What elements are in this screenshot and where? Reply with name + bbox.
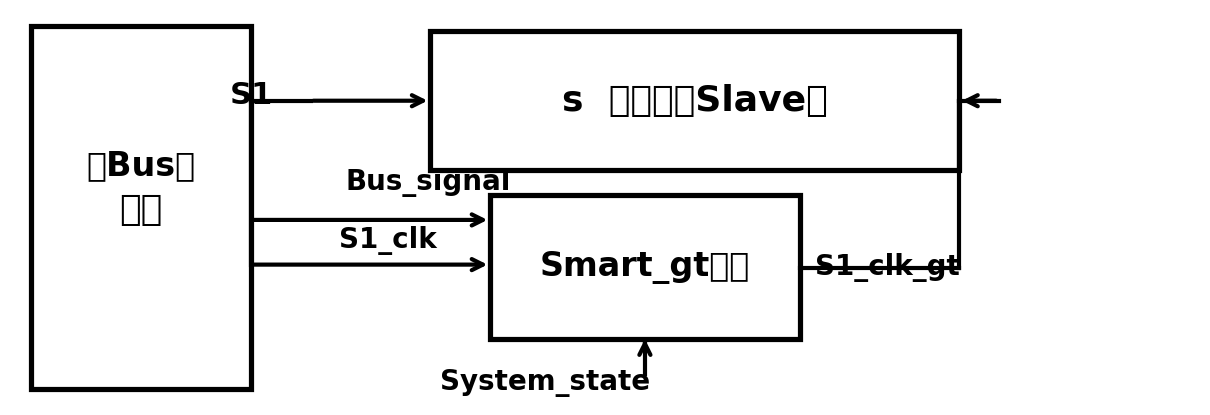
Bar <box>31 26 250 389</box>
Text: Bus_signal: Bus_signal <box>346 168 511 197</box>
Text: s  从设备（Slave）: s 从设备（Slave） <box>561 84 828 118</box>
Text: Smart_gt电路: Smart_gt电路 <box>540 251 750 284</box>
Text: 总线: 总线 <box>120 193 162 227</box>
Text: S1: S1 <box>230 81 272 110</box>
Text: S1_clk: S1_clk <box>339 226 437 255</box>
Text: S1_clk_gt: S1_clk_gt <box>814 253 960 282</box>
Text: （Bus）: （Bus） <box>86 149 196 182</box>
Text: System_state: System_state <box>440 369 650 397</box>
Bar <box>431 31 960 170</box>
Bar <box>490 195 800 339</box>
